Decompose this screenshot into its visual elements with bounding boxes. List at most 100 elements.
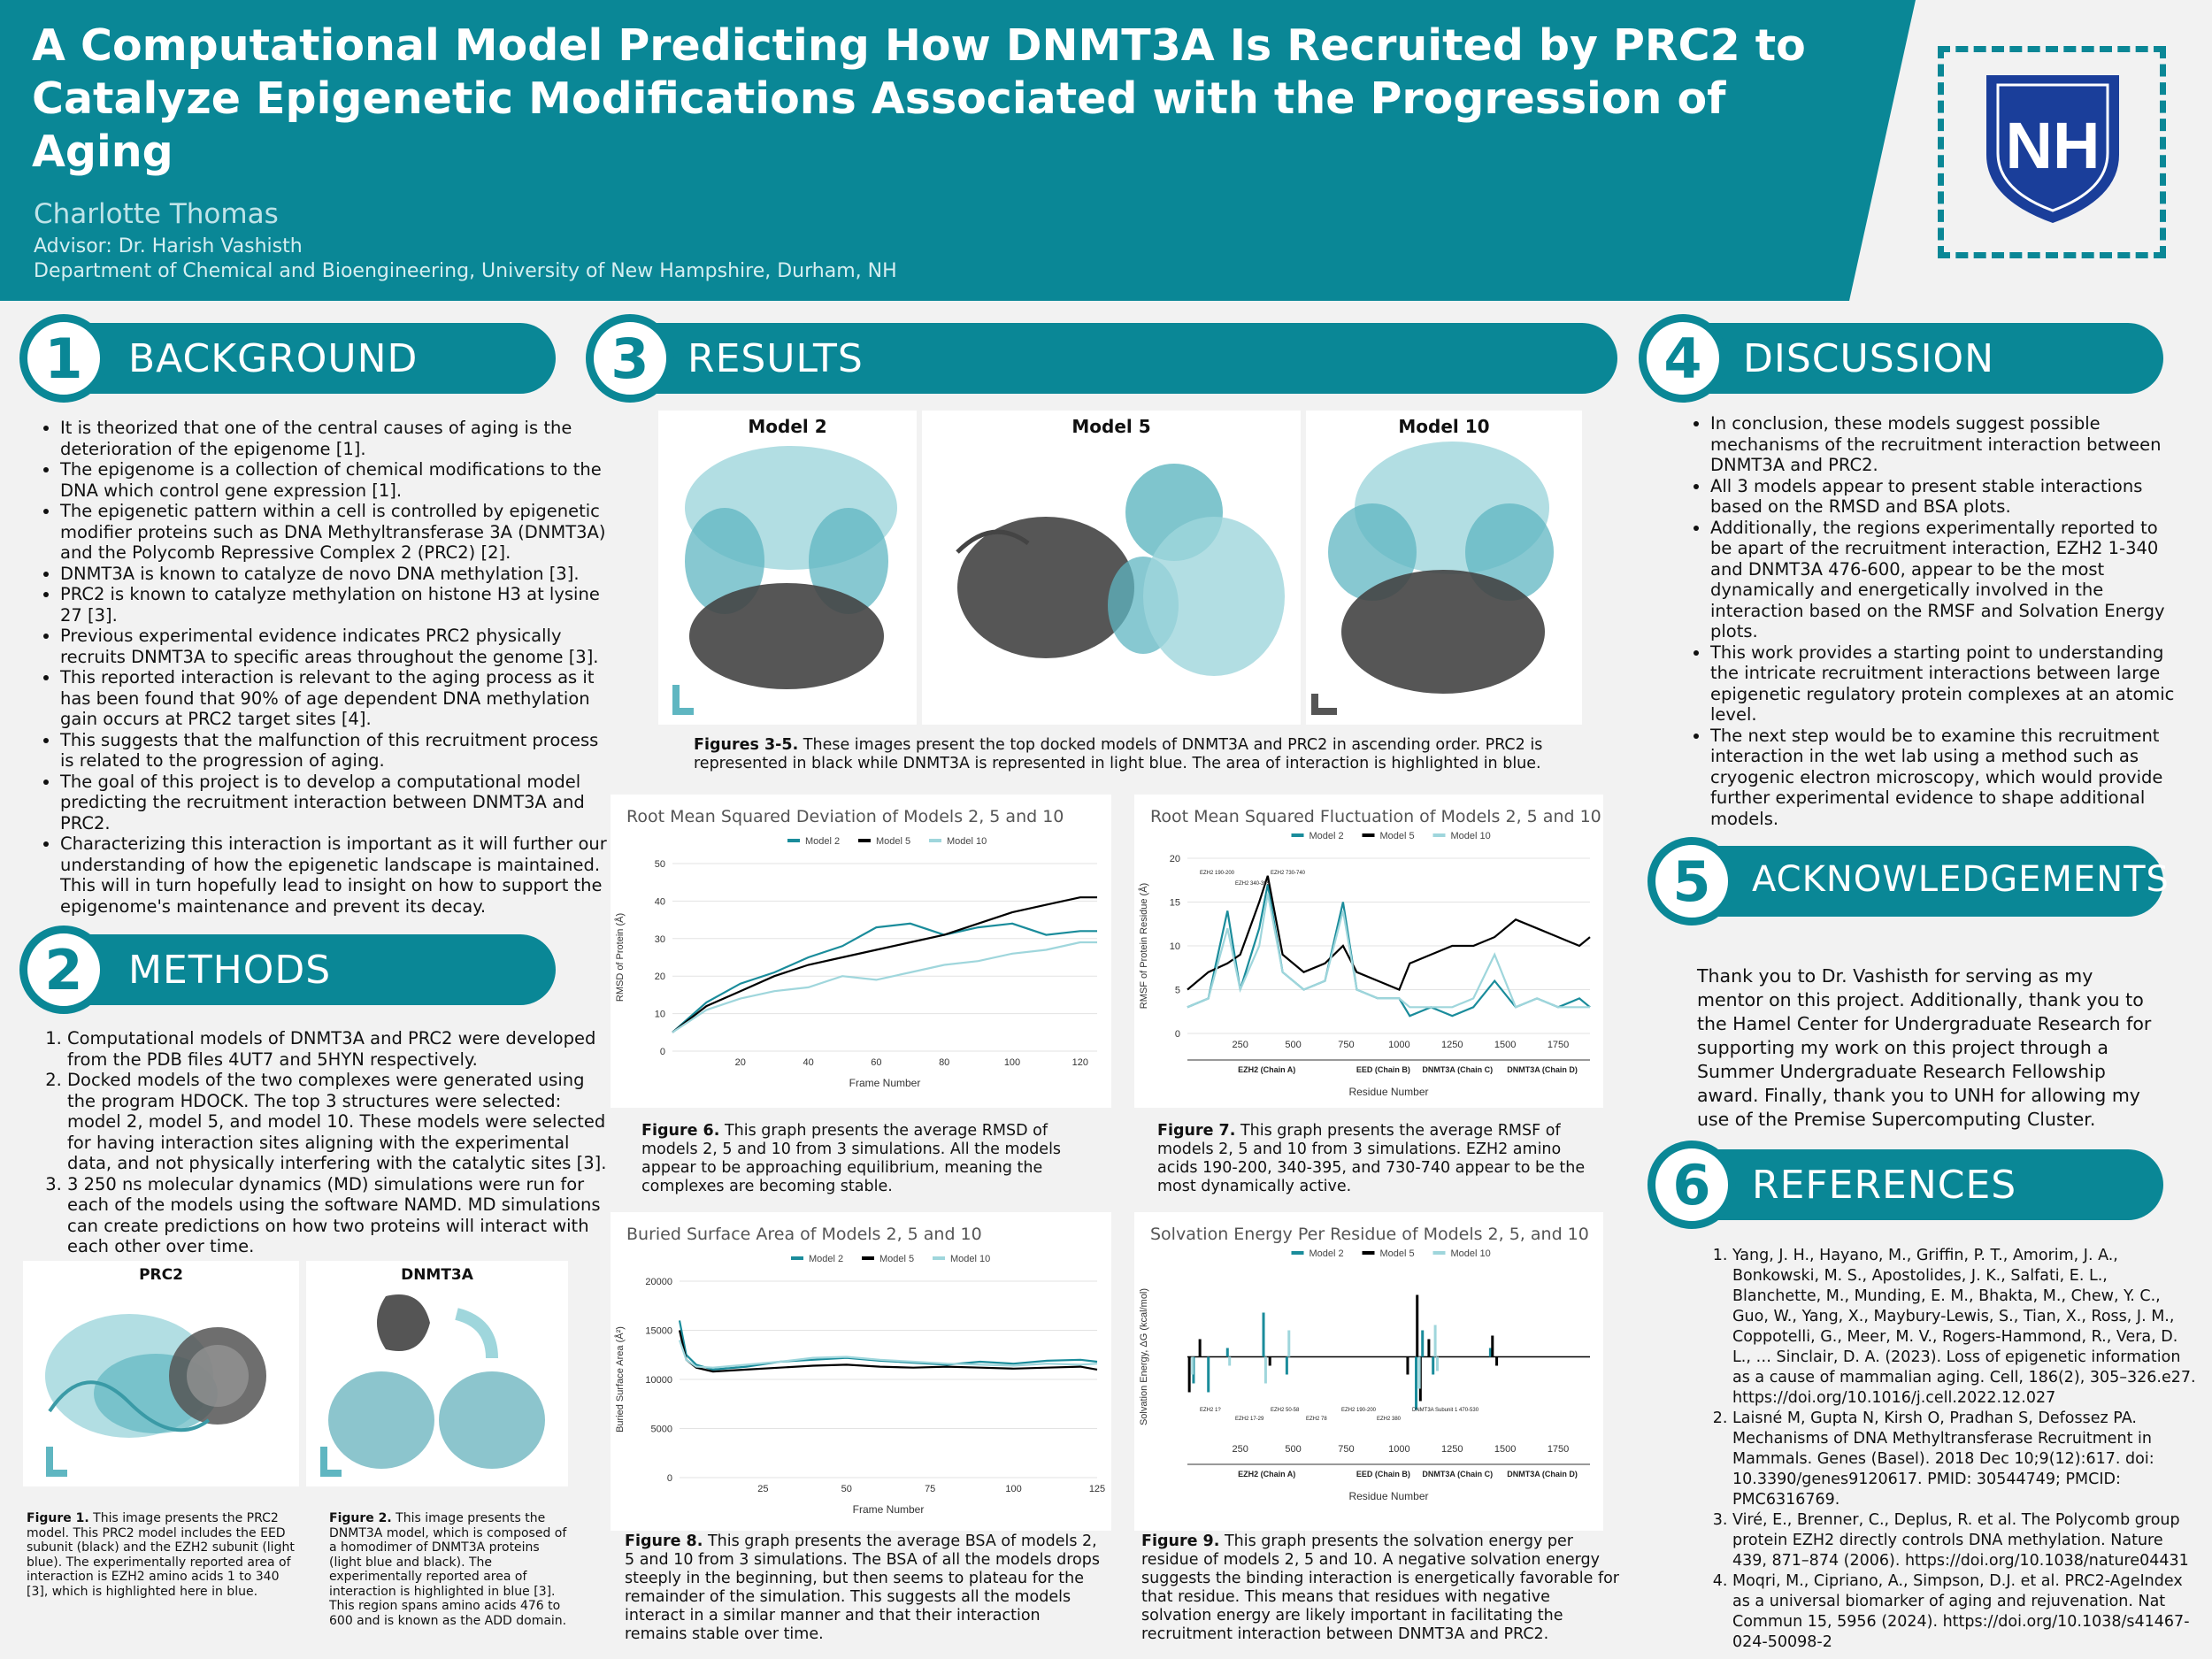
x-tick-label: 1750 bbox=[1548, 1444, 1569, 1455]
legend-label: Model 2 bbox=[809, 1254, 843, 1264]
methods-item: Docked models of the two complexes were … bbox=[67, 1070, 607, 1174]
y-tick-label: 5 bbox=[1175, 986, 1180, 996]
x-tick-label: 1250 bbox=[1441, 1040, 1463, 1050]
chain-label: DNMT3A (Chain C) bbox=[1422, 1470, 1493, 1479]
discussion-item: The next step would be to examine this r… bbox=[1710, 726, 2184, 830]
y-tick-label: 5000 bbox=[651, 1425, 672, 1435]
y-tick-label: 0 bbox=[667, 1473, 672, 1484]
series-line-model-10 bbox=[1187, 893, 1590, 1009]
x-tick-label: 20 bbox=[735, 1057, 746, 1068]
legend-label: Model 2 bbox=[1310, 1248, 1344, 1259]
solvation-bar bbox=[1421, 1330, 1425, 1357]
solvation-bar bbox=[1435, 1356, 1439, 1371]
figure-7-text: This graph presents the average RMSF of … bbox=[1157, 1122, 1586, 1195]
chain-label: DNMT3A (Chain D) bbox=[1507, 1470, 1578, 1479]
series-line-model-2 bbox=[672, 922, 1097, 1033]
y-tick-label: 10 bbox=[655, 1010, 665, 1020]
unh-logo-text: NH bbox=[2006, 109, 2101, 182]
legend-label: Model 10 bbox=[1451, 1248, 1491, 1259]
region-annotation: EZH2 17-29 bbox=[1235, 1417, 1264, 1422]
figure-8-caption: Figure 8. This graph presents the averag… bbox=[625, 1532, 1102, 1644]
y-tick-label: 10000 bbox=[645, 1375, 672, 1386]
legend-label: Model 2 bbox=[1310, 831, 1344, 841]
legend-label: Model 5 bbox=[1380, 1248, 1415, 1259]
series-line-model-2 bbox=[678, 1320, 1098, 1371]
prc2-figure: PRC2 bbox=[23, 1261, 299, 1486]
figures-3-5-caption: Figures 3-5. These images present the to… bbox=[694, 736, 1578, 773]
advisor-name: Advisor: Dr. Harish Vashisth bbox=[34, 235, 303, 257]
y-tick-label: 10 bbox=[1170, 941, 1180, 952]
figure-1-caption: Figure 1. This image presents the PRC2 m… bbox=[27, 1511, 296, 1599]
prc2-figure-title: PRC2 bbox=[139, 1266, 183, 1284]
solvation-bar bbox=[1191, 1356, 1194, 1375]
figure-8-label: Figure 8. bbox=[625, 1532, 703, 1550]
methods-number: 2 bbox=[19, 926, 108, 1014]
y-tick-label: 0 bbox=[660, 1047, 665, 1057]
chain-label: DNMT3A (Chain C) bbox=[1422, 1065, 1493, 1074]
figure-6-caption: Figure 6. This graph presents the averag… bbox=[641, 1122, 1102, 1196]
x-axis-label: Frame Number bbox=[849, 1077, 921, 1089]
x-tick-label: 1000 bbox=[1388, 1444, 1409, 1455]
region-annotation: EZH2 190-200 bbox=[1200, 871, 1235, 876]
figure-2-text: This image presents the DNMT3A model, wh… bbox=[329, 1511, 567, 1628]
rmsd-chart-title: Root Mean Squared Deviation of Models 2,… bbox=[626, 807, 1064, 826]
region-annotation: EZH2 340-395 bbox=[1235, 881, 1271, 887]
background-item: The epigenome is a collection of chemica… bbox=[60, 459, 618, 501]
chain-label: DNMT3A (Chain D) bbox=[1507, 1065, 1578, 1074]
legend-label: Model 5 bbox=[1380, 831, 1415, 841]
x-tick-label: 60 bbox=[871, 1057, 881, 1068]
discussion-number: 4 bbox=[1639, 314, 1727, 403]
figure-8-text: This graph presents the average BSA of m… bbox=[625, 1532, 1100, 1643]
solvation-bar bbox=[1225, 1348, 1229, 1357]
series-line-model-10 bbox=[672, 941, 1097, 1033]
acknowledgements-number: 5 bbox=[1647, 837, 1736, 926]
rmsd-chart-svg: Model 2 Model 5 Model 10 RMSD of Protein (Å… bbox=[614, 836, 1097, 1089]
solvation-bar bbox=[1228, 1356, 1232, 1366]
background-item: Previous experimental evidence indicates… bbox=[60, 626, 618, 667]
model-5-figure: Model 5 bbox=[922, 411, 1301, 725]
model-10-image bbox=[1311, 442, 1554, 715]
author-name: Charlotte Thomas bbox=[34, 198, 279, 230]
series-line-model-10 bbox=[678, 1340, 1098, 1369]
x-tick-label: 40 bbox=[803, 1057, 813, 1068]
y-tick-label: 20000 bbox=[645, 1277, 672, 1287]
chain-label: EZH2 (Chain A) bbox=[1238, 1470, 1295, 1479]
background-item: This reported interaction is relevant to… bbox=[60, 667, 618, 730]
rmsf-chart: Root Mean Squared Fluctuation of Models … bbox=[1134, 795, 1603, 1108]
figure-7-caption: Figure 7. This graph presents the averag… bbox=[1157, 1122, 1600, 1196]
model-10-figure: Model 10 bbox=[1306, 411, 1582, 725]
solvation-bar bbox=[1416, 1294, 1419, 1357]
x-tick-label: 250 bbox=[1232, 1444, 1248, 1455]
region-annotation: EZH2 1? bbox=[1200, 1408, 1221, 1413]
background-item: The goal of this project is to develop a… bbox=[60, 772, 618, 834]
figure-9-text: This graph presents the solvation energy… bbox=[1141, 1532, 1620, 1643]
solvation-bar bbox=[1285, 1356, 1288, 1375]
acknowledgements-text: Thank you to Dr. Vashisth for serving as… bbox=[1697, 965, 2152, 1130]
methods-item: Computational models of DNMT3A and PRC2 … bbox=[67, 1028, 607, 1070]
background-item: The epigenetic pattern within a cell is … bbox=[60, 501, 618, 564]
chain-label: EED (Chain B) bbox=[1356, 1065, 1410, 1074]
y-tick-label: 15 bbox=[1170, 898, 1180, 909]
legend-label: Model 2 bbox=[805, 836, 840, 847]
reference-item: Yang, J. H., Hayano, M., Griffin, P. T.,… bbox=[1732, 1246, 2197, 1409]
y-tick-label: 20 bbox=[1170, 854, 1180, 864]
solvation-bar bbox=[1417, 1356, 1421, 1389]
model-2-title: Model 2 bbox=[748, 416, 827, 437]
chain-label: EZH2 (Chain A) bbox=[1238, 1065, 1295, 1074]
y-tick-label: 30 bbox=[655, 934, 665, 945]
references-title: REFERENCES bbox=[1752, 1163, 2017, 1208]
background-item: PRC2 is known to catalyze methylation on… bbox=[60, 584, 618, 626]
x-axis-label: Residue Number bbox=[1348, 1086, 1428, 1098]
background-item: DNMT3A is known to catalyze de novo DNA … bbox=[60, 564, 618, 585]
acknowledgements-title: ACKNOWLEDGEMENTS bbox=[1752, 859, 2170, 900]
figure-7-label: Figure 7. bbox=[1157, 1122, 1236, 1140]
methods-header bbox=[53, 934, 556, 1005]
solvation-bar bbox=[1488, 1348, 1492, 1357]
methods-title: METHODS bbox=[128, 948, 332, 993]
model-10-title: Model 10 bbox=[1398, 416, 1490, 437]
references-number: 6 bbox=[1647, 1141, 1736, 1229]
legend-label: Model 10 bbox=[947, 836, 987, 847]
discussion-list: In conclusion, these models suggest poss… bbox=[1675, 413, 2184, 829]
y-axis-label: Solvation Energy, ΔG (kcal/mol) bbox=[1139, 1288, 1149, 1425]
results-header bbox=[619, 323, 1617, 394]
